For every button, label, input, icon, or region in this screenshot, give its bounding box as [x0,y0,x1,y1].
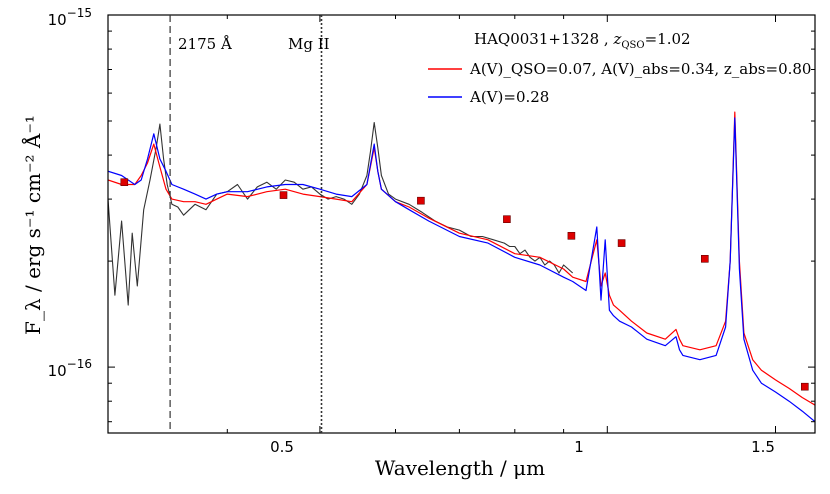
photometry-point [120,178,129,186]
x-tick-label: 1 [574,438,584,456]
annotation-label-mgii: Mg II [288,35,330,53]
legend: HAQ0031+1328 , zQSO=1.02 A(V)_QSO=0.07, … [428,30,811,106]
x-tick-label: 0.5 [270,438,294,456]
plot-frame [107,14,816,434]
y-tick-exponent: −15 [67,6,92,20]
legend-title: HAQ0031+1328 , zQSO=1.02 [474,30,691,51]
legend-title-z: z [612,30,621,48]
photometry-point [700,255,709,263]
legend-entry-red: A(V)_QSO=0.07, A(V)_abs=0.34, z_abs=0.80 [469,60,811,78]
legend-title-main: HAQ0031+1328 , [474,30,613,48]
photometry-point [567,232,576,240]
legend-title-sub: QSO [621,40,644,51]
legend-entry-blue: A(V)=0.28 [469,88,549,106]
photometry-point [503,215,511,223]
legend-title-value: =1.02 [645,30,691,48]
y-tick-exponent: −16 [67,357,92,371]
photometry-layer [120,178,809,391]
photometry-point [279,191,288,199]
x-axis-label: Wavelength / μm [375,456,545,480]
y-tick-base: 10 [48,362,67,380]
annotation-label-2175: 2175 Å [178,35,232,53]
model-blue-line [108,117,815,423]
y-tick-base: 10 [48,11,67,29]
photometry-point [417,196,425,205]
y-tick-label: 10−15 [48,6,92,29]
photometry-point [617,239,626,247]
plot-content [108,111,815,423]
y-tick-label: 10−16 [48,357,92,380]
x-tick-label: 1.5 [751,438,775,456]
ticks-layer [108,14,815,433]
photometry-point [800,382,809,391]
observed-spectrum-line [108,121,574,306]
y-axis-label: F_λ / erg s⁻¹ cm⁻² Å⁻¹ [20,115,45,335]
